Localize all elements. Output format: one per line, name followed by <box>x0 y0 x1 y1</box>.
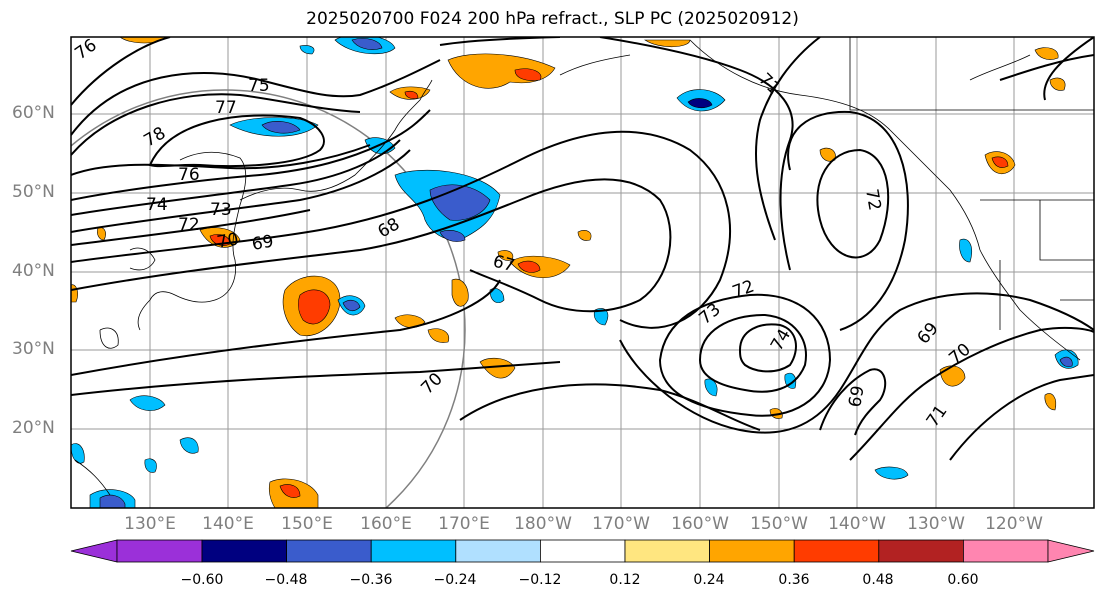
lon-label: 150°E <box>281 514 333 534</box>
map-title: 2025020700 F024 200 hPa refract., SLP PC… <box>306 9 799 29</box>
contour-label: 67 <box>491 252 517 277</box>
lon-label: 180°W <box>514 514 572 534</box>
lat-label: 20°N <box>12 418 55 438</box>
lon-label: 170°W <box>592 514 650 534</box>
lon-label: 130°E <box>124 514 176 534</box>
colorbar-tick-label: −0.36 <box>349 572 393 588</box>
contour-label: 70 <box>215 229 240 252</box>
lat-label: 60°N <box>12 103 55 123</box>
contour-label: 69 <box>250 231 275 254</box>
colorbar-segment <box>624 539 710 563</box>
lon-label: 130°W <box>907 514 965 534</box>
lon-label: 120°W <box>985 514 1043 534</box>
contour-label: 75 <box>248 76 270 96</box>
colorbar-tick-label: −0.12 <box>518 572 562 588</box>
contour-label: 71 <box>923 402 952 431</box>
graticule <box>71 37 1094 508</box>
lat-label: 30°N <box>12 339 55 359</box>
contour-label: 72 <box>861 187 884 212</box>
colorbar-tick-label: −0.48 <box>264 572 308 588</box>
colorbar-tick-label: 0.12 <box>609 572 641 588</box>
lon-label: 150°W <box>750 514 808 534</box>
contour-label: 69 <box>914 319 943 348</box>
colorbar-segment <box>455 539 541 563</box>
lon-label: 160°E <box>360 514 412 534</box>
colorbar-tick-label: 0.60 <box>947 572 979 588</box>
lon-label: 160°W <box>671 514 729 534</box>
colorbar-segment <box>793 539 880 563</box>
contour-label: 73 <box>210 200 232 220</box>
contour-label: 77 <box>215 98 237 118</box>
contour-label: 72 <box>730 277 757 303</box>
contour-label: 74 <box>146 195 168 215</box>
contour-label: 70 <box>417 369 446 398</box>
contour-label: 76 <box>178 165 200 185</box>
colorbar-segment <box>878 539 964 563</box>
colorbar-segment <box>370 539 457 563</box>
lon-label: 140°E <box>202 514 254 534</box>
colorbar-tick-label: 0.36 <box>778 572 810 588</box>
contour-label: 72 <box>178 215 200 235</box>
contour-label: 70 <box>945 340 974 369</box>
range-ring <box>71 89 466 508</box>
slp-contours <box>71 37 1094 461</box>
colorbar-tick-label: 0.48 <box>862 572 894 588</box>
colorbar-arrow-right <box>1047 539 1095 563</box>
colorbar-tick-label: −0.24 <box>433 572 477 588</box>
contour-label: 68 <box>375 214 404 242</box>
colorbar-tick-label: −0.60 <box>180 572 224 588</box>
plot-border <box>70 36 1095 509</box>
contour-label: 76 <box>71 35 100 64</box>
colorbar-segment <box>709 539 795 563</box>
colorbar-segment <box>116 539 203 563</box>
contour-label: 78 <box>141 123 170 151</box>
colorbar-segment <box>963 539 1049 563</box>
colorbar <box>70 539 1095 563</box>
lon-label: 140°W <box>828 514 886 534</box>
colorbar-segment <box>540 539 626 563</box>
coastlines <box>74 37 1094 496</box>
colorbar-segment <box>286 539 372 563</box>
contour-label: 69 <box>845 384 868 409</box>
colorbar-arrow-left <box>70 539 118 563</box>
refractivity-shading <box>71 37 1079 508</box>
colorbar-tick-label: 0.24 <box>693 572 725 588</box>
lat-label: 50°N <box>12 182 55 202</box>
colorbar-segment <box>201 539 287 563</box>
lon-label: 170°E <box>438 514 490 534</box>
lat-label: 40°N <box>12 261 55 281</box>
